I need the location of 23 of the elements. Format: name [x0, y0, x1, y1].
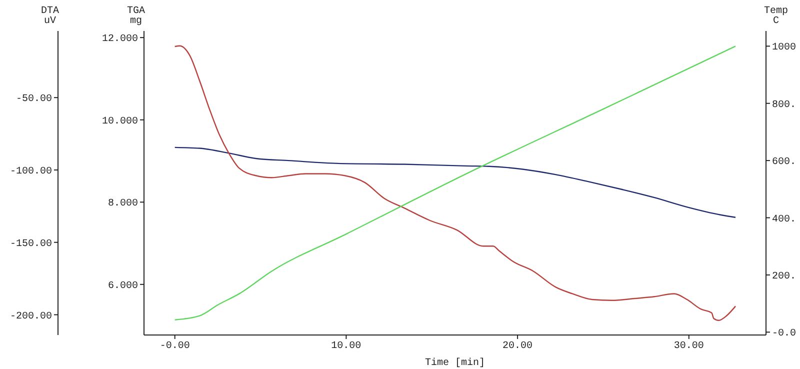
- y2-tick-label: 1000: [772, 42, 796, 54]
- y3-tick-label: 6.000: [108, 280, 138, 292]
- y-tick-label: -50.00: [16, 94, 52, 106]
- line-series: [174, 146, 736, 218]
- y2-tick-label: -0.0: [772, 328, 796, 340]
- y2-tick-label: 400.: [772, 214, 796, 226]
- y3-tick-label: 12.000: [102, 34, 138, 46]
- y3-tick-label: 10.000: [102, 116, 138, 128]
- x-tick-label: -0.00: [160, 341, 190, 352]
- y3-axis-title: TGA mg: [126, 6, 146, 27]
- y2-tick-label: 800.: [772, 100, 796, 111]
- y2-tick-label: 200.: [772, 271, 796, 282]
- x-tick-label: 10.00: [331, 341, 362, 352]
- y-tick-label: -100.00: [10, 166, 52, 178]
- y2-axis-title: Temp C: [762, 6, 789, 27]
- y-axis-title: DTA uV: [40, 6, 60, 27]
- x-tick-label: 20.00: [502, 341, 533, 352]
- x-axis-title: Time [min]: [424, 357, 486, 369]
- y-tick-label: -150.00: [10, 238, 52, 250]
- y-tick-label: -200.00: [10, 311, 52, 322]
- x-tick-label: 30.00: [674, 341, 704, 352]
- y3-tick-label: 8.000: [108, 198, 138, 210]
- y2-tick-label: 600.: [772, 157, 796, 168]
